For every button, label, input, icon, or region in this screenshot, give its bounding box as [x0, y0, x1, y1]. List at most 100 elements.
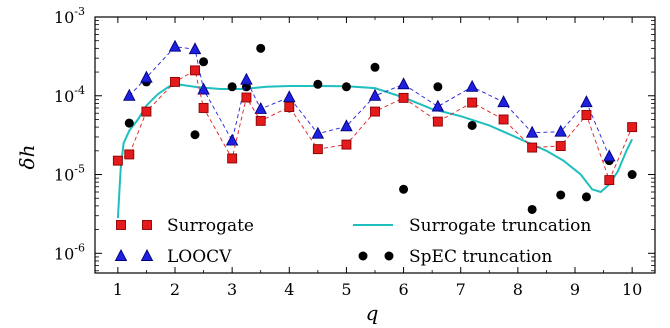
y-tick-base: 10	[54, 87, 74, 106]
legend-marker	[116, 220, 126, 230]
data-point-spec-truncation	[313, 79, 323, 89]
data-point-surrogate	[370, 106, 380, 117]
y-axis-title: δh	[15, 145, 39, 170]
y-tick-base: 10	[54, 244, 74, 263]
legend: Surrogate Surrogate truncation LOOCV SpEC t…	[114, 216, 591, 267]
data-point-loocv	[603, 149, 616, 162]
data-point-spec-truncation	[256, 43, 266, 53]
data-point-spec-truncation	[627, 170, 637, 180]
x-tick-label: 2	[170, 280, 180, 299]
y-tick-base: 10	[54, 8, 74, 27]
data-point-loocv	[340, 119, 353, 132]
y-tick-label: 10-5	[54, 163, 85, 185]
data-point-surrogate	[581, 110, 592, 120]
data-point-spec-truncation	[467, 120, 477, 130]
data-point-spec-truncation	[433, 82, 443, 92]
y-tick-exp: -5	[74, 163, 85, 176]
data-point-spec-truncation	[399, 184, 409, 194]
data-point-spec-truncation	[341, 82, 351, 92]
y-tick-exp: -6	[74, 241, 85, 254]
x-tick-label: 10	[622, 280, 642, 299]
legend-entry: LOOCV	[114, 247, 232, 267]
series-layer	[112, 39, 638, 219]
data-point-surrogate	[467, 97, 478, 108]
data-point-surrogate	[255, 115, 266, 126]
data-point-surrogate	[555, 141, 566, 151]
y-tick-exp: -4	[74, 84, 85, 97]
data-point-spec-truncation	[370, 62, 380, 72]
data-point-surrogate	[141, 106, 152, 117]
data-point-loocv	[368, 88, 382, 101]
data-point-loocv	[188, 42, 202, 55]
x-tick-label: 6	[398, 280, 408, 299]
legend-label: Surrogate truncation	[409, 216, 591, 236]
data-point-loocv	[240, 72, 253, 85]
data-point-surrogate	[312, 144, 323, 155]
data-point-surrogate	[284, 102, 295, 112]
data-point-surrogate	[112, 155, 123, 166]
series-line-surrogate-truncation	[116, 83, 633, 219]
data-point-loocv	[497, 95, 510, 108]
data-point-spec-truncation	[527, 204, 537, 214]
data-point-loocv	[554, 124, 567, 137]
data-point-surrogate	[170, 76, 180, 87]
legend-marker	[358, 251, 368, 261]
data-point-spec-truncation	[199, 57, 209, 67]
data-point-surrogate	[432, 116, 443, 127]
legend-entry: Surrogate truncation	[353, 216, 591, 236]
data-point-surrogate	[190, 65, 200, 76]
data-point-loocv	[168, 39, 182, 52]
data-point-loocv	[311, 126, 325, 139]
data-point-loocv	[254, 101, 267, 114]
series-connector-loocv	[128, 46, 610, 157]
data-point-spec-truncation	[581, 192, 591, 202]
y-tick-label: 10-6	[54, 241, 85, 263]
data-point-loocv	[197, 82, 210, 95]
x-tick-label: 8	[513, 280, 523, 299]
x-tick-label: 3	[227, 280, 237, 299]
legend-entry: SpEC truncation	[358, 247, 552, 267]
y-tick-exp: -3	[74, 5, 85, 18]
x-axis-title: q	[366, 301, 379, 325]
legend-label: Surrogate	[167, 216, 254, 236]
x-tick-label: 9	[570, 280, 580, 299]
y-tick-base: 10	[54, 166, 74, 185]
legend-label: SpEC truncation	[409, 247, 552, 267]
y-tick-label: 10-4	[54, 84, 85, 106]
x-tick-label: 1	[113, 280, 123, 299]
series-connector-surrogate	[117, 69, 633, 182]
data-point-loocv	[397, 77, 410, 90]
data-point-surrogate	[498, 114, 509, 125]
data-point-loocv	[525, 125, 539, 138]
data-point-loocv	[465, 79, 479, 92]
legend-marker	[114, 249, 128, 261]
data-point-loocv	[225, 133, 239, 146]
data-point-spec-truncation	[190, 130, 200, 140]
legend-marker	[140, 249, 154, 261]
data-point-surrogate	[227, 153, 238, 164]
data-point-spec-truncation	[227, 82, 237, 92]
legend-entry: Surrogate	[116, 216, 254, 236]
data-point-surrogate	[398, 92, 409, 103]
data-point-loocv	[283, 90, 296, 103]
data-point-surrogate	[124, 149, 135, 160]
data-point-spec-truncation	[556, 190, 566, 200]
data-point-surrogate	[241, 92, 252, 103]
x-tick-label: 5	[341, 280, 351, 299]
data-point-surrogate	[527, 142, 538, 153]
data-point-surrogate	[198, 103, 209, 113]
data-point-loocv	[123, 88, 136, 101]
data-point-loocv	[140, 70, 153, 83]
legend-marker	[384, 251, 394, 261]
x-tick-label: 4	[284, 280, 294, 299]
y-tick-label: 10-3	[54, 5, 85, 27]
data-point-surrogate	[627, 122, 638, 133]
data-point-surrogate	[604, 175, 615, 186]
legend-marker	[142, 220, 152, 230]
data-point-loocv	[431, 99, 445, 112]
data-point-spec-truncation	[124, 118, 134, 128]
x-tick-label: 7	[456, 280, 466, 299]
legend-label: LOOCV	[167, 247, 232, 267]
